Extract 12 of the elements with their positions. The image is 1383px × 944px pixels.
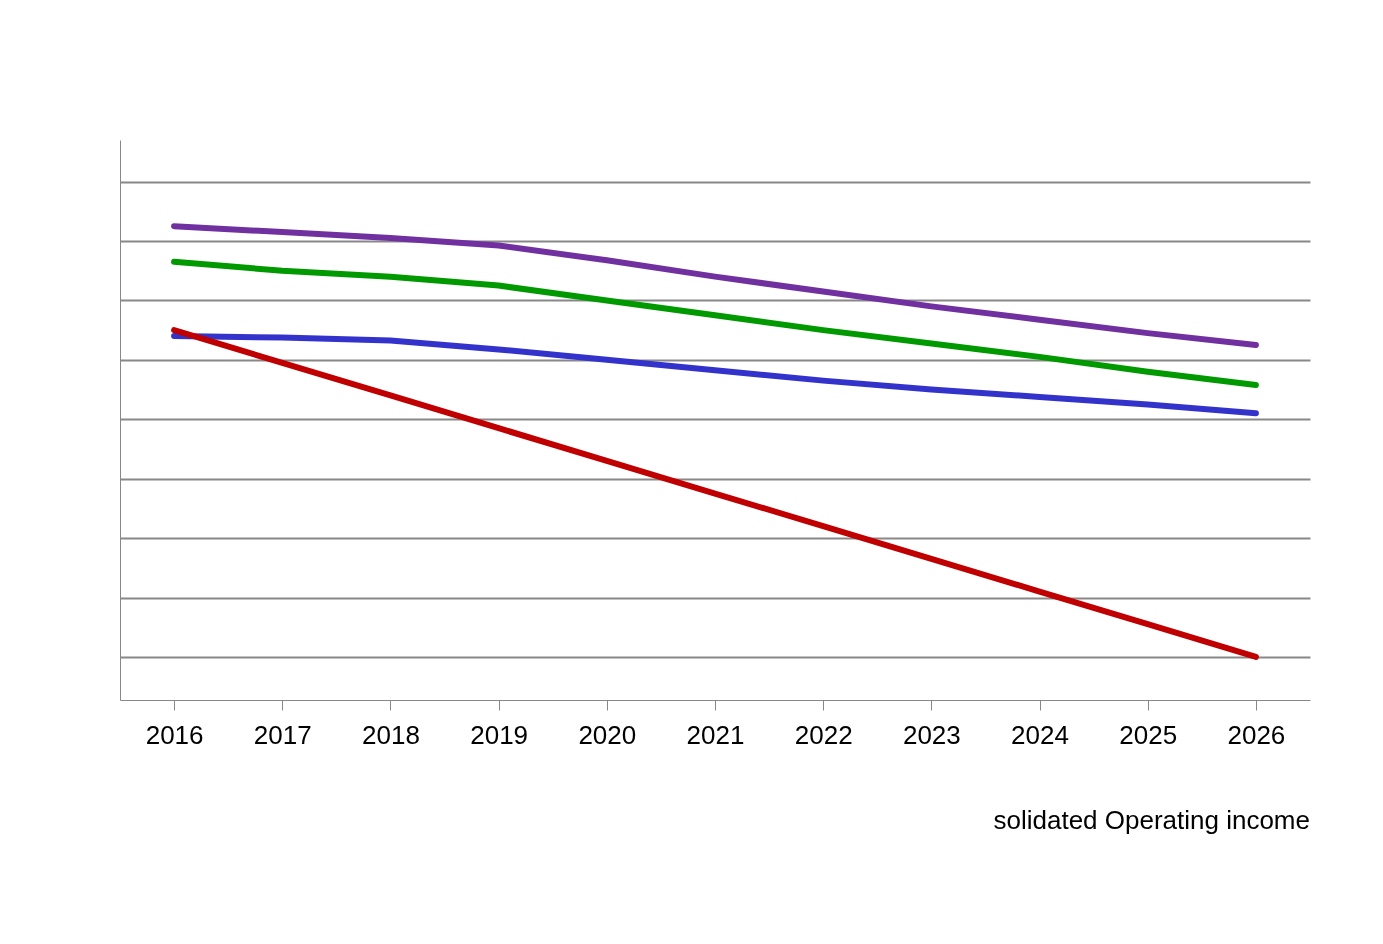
x-tick-label: 2021 (686, 719, 745, 750)
x-tick-label: 2016 (145, 719, 204, 750)
x-tick-label: 2022 (794, 719, 853, 750)
x-tick-label: 2017 (253, 719, 312, 750)
x-tick-label: 2023 (902, 719, 961, 750)
text: solidated Operating income (993, 805, 1310, 835)
x-tick-label: 2019 (470, 719, 529, 750)
x-tick-label: 2025 (1119, 719, 1178, 750)
x-tick-label: 2024 (1011, 719, 1069, 750)
x-tick-label: 2026 (1227, 719, 1286, 750)
x-tick-label: 2020 (578, 719, 637, 750)
x-tick-label: 2018 (362, 719, 420, 750)
